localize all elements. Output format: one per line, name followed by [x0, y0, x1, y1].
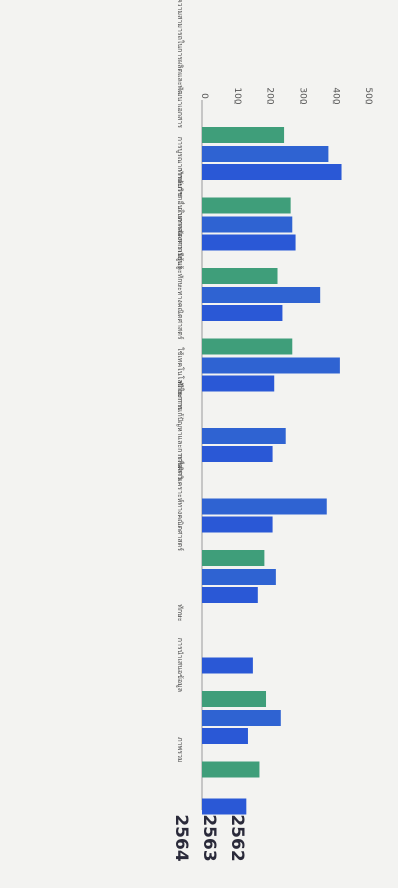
x-tick-label: 0 — [199, 93, 209, 99]
bar — [202, 761, 260, 778]
category-label: ความสามารถในการผลิตและพัฒนาเอกสาร — [176, 0, 185, 128]
bar — [202, 498, 327, 515]
bar — [202, 305, 283, 321]
bar — [202, 287, 321, 303]
bar — [202, 127, 285, 143]
x-tick-label: 600 — [396, 87, 398, 104]
category-label: ทักษะ — [176, 604, 184, 621]
category-label: ภาพรวม — [176, 737, 184, 762]
bar — [202, 710, 281, 726]
bar — [202, 728, 248, 744]
bar — [202, 428, 286, 444]
category-label: การนำเสนอข้อมูล — [176, 638, 184, 692]
category-label: การทดลองความรู้และทักษะทางคณิตศาสตร์ — [176, 207, 184, 340]
bar — [202, 798, 247, 815]
x-tick-label: 400 — [330, 87, 340, 104]
bar — [202, 516, 273, 533]
bar — [202, 197, 291, 214]
category-label: ทักษะการ — [176, 169, 184, 198]
x-tick-label: 500 — [363, 87, 373, 104]
bar — [202, 338, 293, 355]
bar — [202, 234, 296, 251]
bar — [202, 164, 342, 180]
bar — [202, 587, 258, 603]
bar — [202, 691, 267, 707]
x-tick-label: 100 — [232, 87, 242, 104]
bar — [202, 446, 273, 462]
bar — [202, 357, 340, 374]
x-tick-label: 200 — [265, 87, 275, 104]
category-label: ทักษะการ — [176, 381, 184, 410]
category-label: การคิดวิเคราะห์ทางคณิตศาสตร์ — [176, 454, 184, 551]
bar — [202, 146, 329, 162]
category-label: ใช้เทคโนโลยีในการแก้ปัญหาและการสื่อสาร — [176, 347, 185, 481]
bar — [202, 216, 293, 233]
legend-label: 2563 — [199, 814, 219, 861]
x-tick-label: 300 — [297, 87, 307, 104]
bar — [202, 550, 265, 566]
legend-label: 2564 — [171, 814, 191, 861]
bar — [202, 569, 276, 585]
legend-label: 2562 — [227, 814, 247, 861]
bar — [202, 268, 278, 284]
bar — [202, 375, 275, 392]
bar — [202, 657, 253, 674]
category-label: การบูรณาการกับวิชาอื่นในการจัดการเรียนรู… — [176, 137, 185, 270]
